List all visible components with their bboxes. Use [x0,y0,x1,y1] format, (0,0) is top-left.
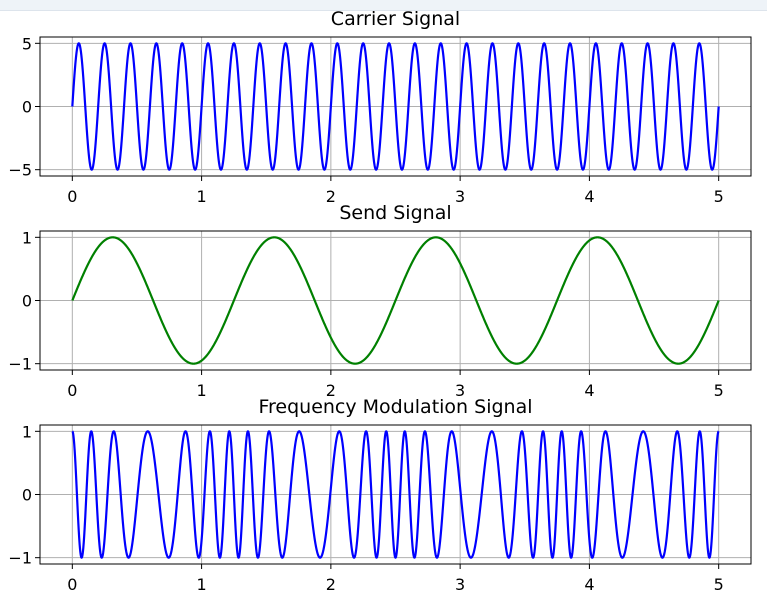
series-line-1 [71,430,720,559]
x-tick-label: 1 [196,381,206,400]
x-tick-label: 0 [67,381,77,400]
x-tick-label: 3 [455,187,465,206]
chart-panel-3: Frequency Modulation Signal 0 1 2 3 4 5 1 0 −1 [8,396,752,594]
x-tick-label: 5 [714,187,724,206]
y-tick-label: 5 [22,34,32,53]
series-line-1 [71,236,720,365]
x-tick-label: 2 [326,575,336,594]
window-top-bar: ⌝ [0,0,767,11]
window-corner-icon: ⌝ [2,0,7,7]
y-tick-label: 0 [22,98,32,117]
x-tick-label: 4 [584,381,594,400]
chart-title: Carrier Signal [331,8,460,30]
y-tick-label: −5 [8,161,32,180]
y-tick-label: 0 [22,292,32,311]
y-tick-label: 1 [22,228,32,247]
series-line-1 [71,42,720,171]
x-tick-label: 0 [67,575,77,594]
x-tick-label: 0 [67,187,77,206]
y-tick-label: 0 [22,486,32,505]
x-tick-label: 3 [455,575,465,594]
chart-panel-1: Carrier Signal 0 1 2 3 4 5 5 0 −5 [8,8,752,206]
x-tick-label: 5 [714,575,724,594]
x-tick-label: 5 [714,381,724,400]
x-tick-label: 3 [455,381,465,400]
x-tick-label: 4 [584,187,594,206]
y-tick-label: −1 [8,549,32,568]
x-tick-label: 1 [196,187,206,206]
x-tick-label: 4 [584,575,594,594]
chart-panel-2: Send Signal 0 1 2 3 4 5 1 0 −1 [8,202,752,400]
x-tick-label: 1 [196,575,206,594]
x-tick-label: 2 [326,381,336,400]
chart-title: Frequency Modulation Signal [258,396,532,418]
x-tick-label: 2 [326,187,336,206]
y-tick-label: −1 [8,355,32,374]
chart-title: Send Signal [339,202,451,224]
y-tick-label: 1 [22,422,32,441]
